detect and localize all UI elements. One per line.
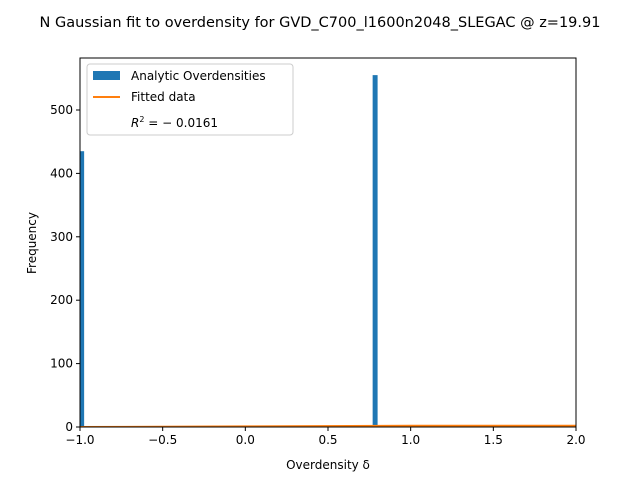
x-tick-label: −0.5	[148, 433, 177, 447]
y-tick-label: 0	[65, 420, 73, 434]
x-tick-label: 1.5	[484, 433, 503, 447]
r-squared-annotation: R2 = − 0.0161	[131, 115, 218, 130]
y-tick-label: 200	[50, 293, 73, 307]
r-squared-value: = − 0.0161	[144, 116, 218, 130]
legend-label-analytic: Analytic Overdensities	[131, 69, 266, 83]
x-tick-label: 2.0	[566, 433, 585, 447]
legend: Analytic Overdensities Fitted data R2 = …	[86, 63, 294, 136]
y-tick-label: 500	[50, 103, 73, 117]
legend-swatch-analytic	[93, 71, 120, 80]
x-tick-label: −1.0	[65, 433, 94, 447]
x-tick-label: 1.0	[401, 433, 420, 447]
histogram-bar	[80, 151, 85, 427]
r-squared-symbol: R	[131, 116, 139, 130]
y-axis-label: Frequency	[25, 212, 39, 274]
chart-title: N Gaussian fit to overdensity for GVD_C7…	[40, 15, 601, 31]
legend-box	[86, 63, 294, 136]
histogram-bars	[80, 75, 378, 427]
y-tick-label: 100	[50, 357, 73, 371]
histogram-bar	[372, 75, 378, 427]
x-axis-label: Overdensity δ	[286, 458, 370, 472]
x-tick-label: 0.0	[236, 433, 255, 447]
y-axis-ticks: 0 100 200 300 400 500	[50, 103, 80, 434]
r-squared-exponent: 2	[139, 115, 144, 124]
y-tick-label: 400	[50, 166, 73, 180]
y-tick-label: 300	[50, 230, 73, 244]
x-axis-ticks: −1.0 −0.5 0.0 0.5 1.0 1.5 2.0	[65, 427, 586, 447]
x-tick-label: 0.5	[318, 433, 337, 447]
legend-label-fitted: Fitted data	[131, 90, 196, 104]
